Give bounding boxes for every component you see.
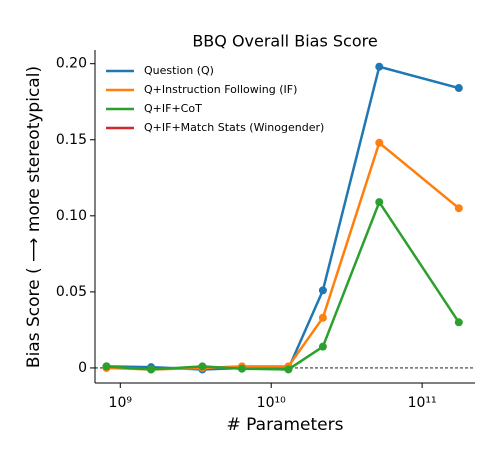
x-tick-label: 10¹¹ (408, 395, 437, 411)
marker (375, 62, 384, 71)
y-tick-label: 0 (78, 360, 87, 376)
marker (375, 198, 384, 207)
y-tick-label: 0.10 (56, 208, 87, 224)
legend-label: Q+Instruction Following (IF) (144, 83, 297, 96)
marker (454, 318, 463, 327)
marker (318, 342, 327, 351)
marker (454, 204, 463, 213)
legend-label: Question (Q) (144, 64, 214, 77)
x-tick-label: 10¹⁰ (257, 395, 286, 411)
legend-label: Q+IF+Match Stats (Winogender) (144, 121, 324, 134)
y-tick-label: 0.05 (56, 284, 87, 300)
legend-label: Q+IF+CoT (144, 102, 202, 115)
x-axis-label: # Parameters (227, 415, 344, 435)
marker (102, 362, 111, 371)
y-tick-label: 0.15 (56, 132, 87, 148)
marker (198, 362, 207, 371)
marker (318, 313, 327, 322)
chart-title: BBQ Overall Bias Score (192, 32, 377, 51)
marker (375, 138, 384, 147)
marker (237, 364, 246, 373)
y-axis-label: Bias Score ( ⟶ more stereotypical) (24, 66, 44, 368)
series-line (106, 199, 460, 371)
x-tick-label: 10⁹ (109, 395, 133, 411)
series-line (106, 140, 460, 371)
marker (284, 365, 293, 374)
marker (147, 365, 156, 374)
marker (318, 286, 327, 295)
y-tick-label: 0.20 (56, 56, 87, 72)
marker (454, 84, 463, 93)
